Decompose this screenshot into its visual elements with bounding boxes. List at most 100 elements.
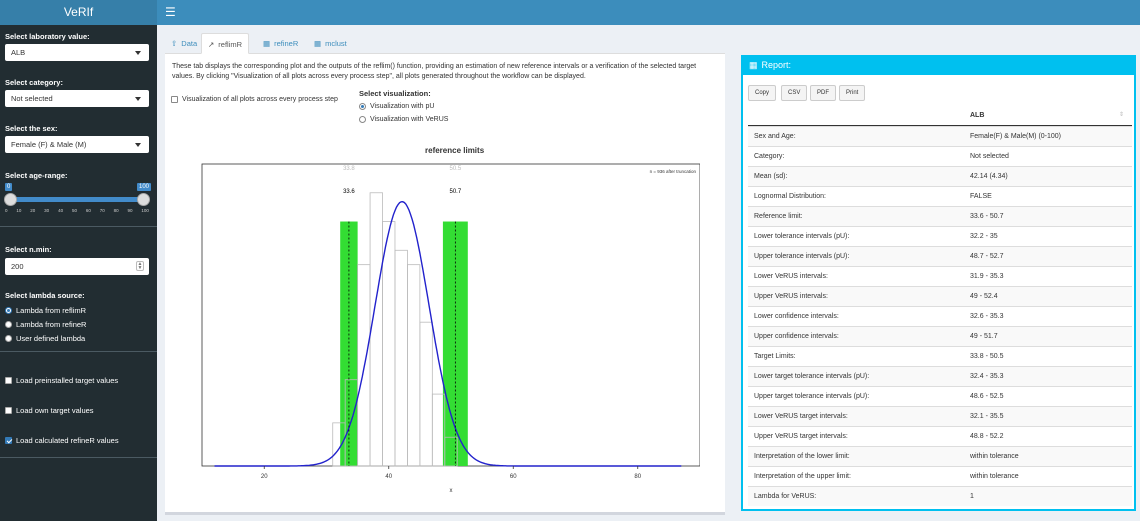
checkbox[interactable]: [171, 96, 178, 103]
row-key: Mean (sd):: [754, 173, 788, 180]
lambda-option-label: User defined lambda: [16, 334, 86, 343]
row-value: 32.1 - 35.5: [970, 413, 1004, 420]
checkbox[interactable]: [5, 437, 12, 444]
x-tick-label: 80: [634, 474, 641, 480]
row-value: 32.2 - 35: [970, 233, 998, 240]
chevron-down-icon: [135, 97, 141, 101]
age-tick-label: 50: [71, 208, 77, 213]
radio[interactable]: [359, 116, 366, 123]
checkbox-label: Load calculated refineR values: [16, 436, 119, 445]
age-range-track[interactable]: [10, 197, 143, 202]
row-key: Lambda for VeRUS:: [754, 493, 817, 500]
radio[interactable]: [5, 307, 12, 314]
lab-value-label: Select laboratory value:: [5, 32, 90, 41]
vis-option-verus-label: Visualization with VeRUS: [370, 116, 449, 123]
table-row: Interpretation of the lower limit: within…: [748, 446, 1132, 466]
chevron-down-icon: [135, 143, 141, 147]
tab-reflimr[interactable]: ↗ reflimR: [201, 33, 250, 54]
report-title: Report:: [761, 60, 792, 70]
target-checkbox[interactable]: Load own target values: [5, 406, 94, 415]
lab-value-select[interactable]: ALB: [5, 44, 149, 61]
sex-select[interactable]: Female (F) & Male (M): [5, 136, 149, 153]
row-value: within tolerance: [970, 453, 1019, 460]
copy-button[interactable]: Copy: [748, 85, 777, 101]
tab-data[interactable]: ⇧ Data: [165, 33, 203, 54]
spinner-icon[interactable]: ▲ ▼: [136, 261, 144, 271]
tab-refiner[interactable]: ▦ refineR: [257, 33, 304, 54]
pdf-button[interactable]: PDF: [810, 85, 836, 101]
chevron-down-icon: [135, 51, 141, 55]
plot-title: reference limits: [425, 146, 485, 155]
row-key: Category:: [754, 153, 785, 160]
tolerance-band: [340, 221, 358, 466]
hamburger-icon[interactable]: ☰: [165, 5, 176, 19]
divider: [0, 226, 157, 227]
target-checkbox[interactable]: Load calculated refineR values: [5, 436, 119, 445]
checkbox[interactable]: [5, 377, 12, 384]
sort-icon[interactable]: ⇕: [1118, 112, 1124, 118]
x-tick-label: 20: [261, 474, 268, 480]
category-select[interactable]: Not selected: [5, 90, 149, 107]
all-plots-label: Visualization of all plots across every …: [182, 96, 338, 103]
lower-limit-label: 33.6: [343, 189, 355, 195]
table-row: Upper VeRUS intervals: 49 - 52.4: [748, 286, 1132, 306]
divider: [0, 351, 157, 352]
lab-value-selected: ALB: [11, 48, 26, 57]
column-header-alb[interactable]: ALB: [970, 112, 985, 119]
nmin-input[interactable]: 200 ▲ ▼: [5, 258, 149, 275]
row-value: 48.7 - 52.7: [970, 253, 1004, 260]
vis-option-verus[interactable]: Visualization with VeRUS: [359, 116, 448, 123]
age-tick-label: 100: [141, 208, 149, 213]
plot-note: n = 936 after truncation: [650, 169, 697, 174]
lambda-option[interactable]: User defined lambda: [5, 334, 85, 343]
age-max-handle[interactable]: [137, 193, 150, 206]
age-min-handle[interactable]: [4, 193, 17, 206]
row-key: Upper target tolerance intervals (pU):: [754, 393, 870, 400]
table-row: Lower confidence intervals: 32.6 - 35.3: [748, 306, 1132, 326]
age-tick-label: 40: [58, 208, 64, 213]
print-button[interactable]: Print: [839, 85, 866, 101]
table-row: Reference limit: 33.6 - 50.7: [748, 206, 1132, 226]
lambda-option-label: Lambda from refineR: [16, 320, 87, 329]
table-icon: ▦: [749, 60, 758, 70]
row-value: 31.9 - 35.3: [970, 273, 1004, 280]
app-logo: VeRIf: [0, 0, 157, 25]
age-tick-label: 20: [30, 208, 36, 213]
vis-option-pu-label: Visualization with pU: [370, 103, 435, 110]
report-table-header[interactable]: ALB ⇕: [748, 106, 1132, 126]
target-checkbox[interactable]: Load preinstalled target values: [5, 376, 118, 385]
radio[interactable]: [359, 103, 366, 110]
table-row: Lambda for VeRUS: 1: [748, 486, 1132, 506]
category-label: Select category:: [5, 78, 63, 87]
row-key: Interpretation of the lower limit:: [754, 453, 850, 460]
row-value: 32.6 - 35.3: [970, 313, 1004, 320]
tab-mclust-label: mclust: [325, 39, 347, 48]
tab-refiner-label: refineR: [274, 39, 299, 48]
lambda-option[interactable]: Lambda from refineR: [5, 320, 86, 329]
row-value: Not selected: [970, 153, 1009, 160]
category-selected: Not selected: [11, 94, 53, 103]
checkbox-label: Load own target values: [16, 406, 94, 415]
upload-icon: ⇧: [171, 39, 178, 48]
table-row: Upper VeRUS target intervals: 48.8 - 52.2: [748, 426, 1132, 446]
vis-option-pu[interactable]: Visualization with pU: [359, 103, 434, 110]
x-tick-label: 60: [510, 474, 517, 480]
tab-mclust[interactable]: ▦ mclust: [308, 33, 353, 54]
radio[interactable]: [5, 321, 12, 328]
all-plots-checkbox[interactable]: Visualization of all plots across every …: [171, 96, 338, 103]
table-row: Category: Not selected: [748, 146, 1132, 166]
row-key: Upper VeRUS target intervals:: [754, 433, 848, 440]
row-value: 48.8 - 52.2: [970, 433, 1004, 440]
upper-target-label: 50.5: [450, 166, 462, 172]
radio[interactable]: [5, 335, 12, 342]
histogram-bar: [431, 393, 446, 467]
lambda-option[interactable]: Lambda from reflimR: [5, 306, 86, 315]
row-key: Lower VeRUS intervals:: [754, 273, 828, 280]
sidebar: Select laboratory value: ALB Select cate…: [0, 25, 157, 521]
checkbox[interactable]: [5, 407, 12, 414]
age-tick-label: 70: [99, 208, 105, 213]
csv-button[interactable]: CSV: [781, 85, 808, 101]
row-key: Reference limit:: [754, 213, 803, 220]
top-navbar: ☰: [157, 0, 1140, 25]
reference-limits-plot: 33.6 50.7 33.8 50.5 n = 936 after truncation…: [201, 163, 700, 494]
